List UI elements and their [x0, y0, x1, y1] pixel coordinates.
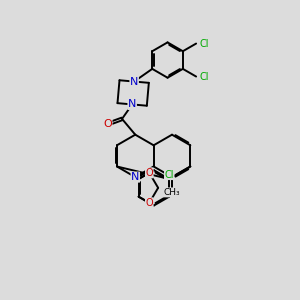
Text: Cl: Cl [199, 39, 208, 49]
Text: O: O [103, 119, 112, 129]
Text: N: N [128, 99, 136, 110]
Text: Cl: Cl [164, 169, 174, 180]
Text: CH₃: CH₃ [164, 188, 180, 197]
Text: N: N [130, 76, 138, 86]
Text: N: N [131, 172, 140, 182]
Text: O: O [146, 168, 153, 178]
Text: Cl: Cl [199, 71, 208, 82]
Text: O: O [146, 198, 153, 208]
